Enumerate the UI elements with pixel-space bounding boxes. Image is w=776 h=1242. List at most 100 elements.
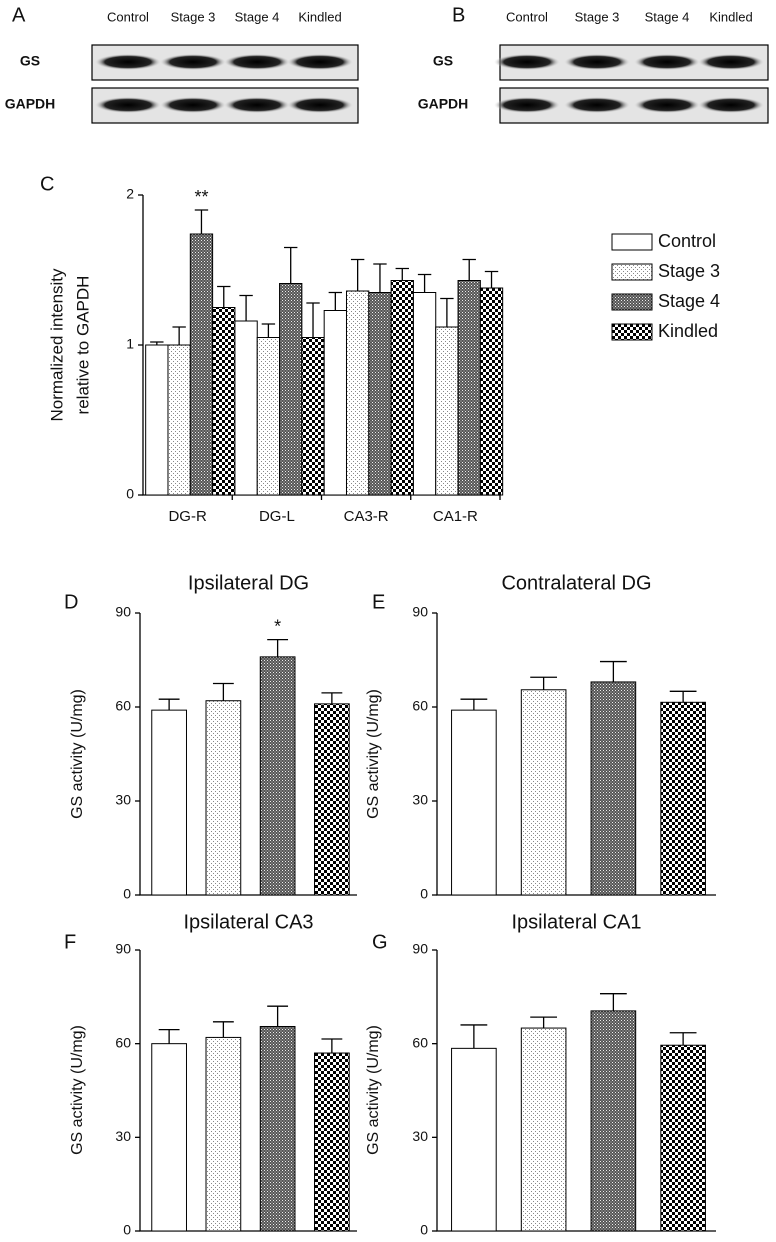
y-tick-label: 30 — [115, 792, 131, 808]
lane-label: Kindled — [298, 9, 341, 24]
error-bar — [267, 1005, 289, 1027]
legend-swatch — [611, 263, 653, 281]
y-tick-label: 90 — [115, 941, 131, 957]
significance-label: * — [274, 616, 281, 636]
bar — [660, 1044, 706, 1232]
lane-label: Stage 3 — [171, 9, 216, 24]
error-bar — [484, 270, 499, 288]
panel-letter: G — [372, 931, 388, 953]
error-bar — [261, 323, 276, 338]
bar — [520, 689, 567, 896]
bar — [412, 292, 437, 496]
error-bar — [306, 302, 320, 338]
y-tick-label: 30 — [115, 1128, 131, 1144]
error-bar — [158, 1028, 180, 1044]
blot-band — [224, 54, 290, 70]
y-tick-label: 90 — [412, 604, 428, 620]
bar — [259, 1025, 296, 1232]
bar — [660, 701, 706, 896]
x-tick-label: CA1-R — [433, 508, 478, 525]
bar — [234, 320, 258, 496]
blot-band — [494, 54, 560, 70]
bar — [167, 344, 191, 496]
bar — [189, 233, 214, 496]
blot-band — [287, 97, 353, 113]
x-tick-label: CA3-R — [344, 508, 389, 525]
y-tick-label: 0 — [123, 886, 131, 902]
error-bar — [599, 660, 627, 682]
bar — [323, 310, 347, 496]
lane-label: Stage 3 — [575, 9, 620, 24]
bar — [590, 681, 637, 896]
bar — [145, 344, 169, 496]
error-bar — [669, 690, 697, 703]
panel-letter: D — [64, 591, 78, 613]
bar — [435, 326, 459, 496]
error-bar — [350, 258, 365, 291]
blot-band — [564, 54, 630, 70]
lane-label: Kindled — [709, 9, 752, 24]
error-bar — [462, 258, 476, 281]
bar — [390, 280, 414, 496]
error-bar — [417, 273, 432, 293]
bar — [259, 656, 296, 896]
lane-label: Control — [107, 9, 149, 24]
row-label: GAPDH — [5, 96, 56, 112]
bar — [314, 703, 350, 896]
error-bar — [440, 297, 454, 327]
chart-title: Ipsilateral DG — [188, 572, 309, 594]
panel-letter: A — [12, 4, 26, 26]
error-bar — [460, 698, 488, 711]
y-tick-label: 0 — [420, 1222, 428, 1238]
legend-label: Stage 3 — [658, 261, 720, 281]
error-bar — [328, 291, 343, 311]
y-tick-label: 0 — [420, 886, 428, 902]
lane-label: Control — [506, 9, 548, 24]
blot-band — [160, 97, 226, 113]
y-tick-label: 90 — [115, 604, 131, 620]
error-bar — [599, 993, 627, 1011]
panel-letter: C — [40, 173, 54, 195]
bar — [479, 287, 504, 496]
error-bar — [194, 209, 209, 234]
chart-title: Ipsilateral CA1 — [511, 911, 641, 933]
error-bar — [321, 692, 343, 704]
error-bar — [460, 1024, 488, 1049]
error-bar — [395, 267, 409, 281]
bar — [451, 1047, 497, 1232]
error-bar — [669, 1032, 697, 1046]
y-tick-label: 0 — [126, 486, 134, 502]
error-bar — [150, 341, 164, 345]
x-tick-label: DG-L — [259, 508, 295, 525]
panel-letter: F — [64, 931, 76, 953]
row-label: GS — [433, 53, 453, 69]
error-bar — [373, 263, 387, 293]
bar — [590, 1010, 637, 1232]
error-bar — [212, 1021, 234, 1038]
bar — [314, 1052, 350, 1232]
blot-band — [95, 54, 161, 70]
blot-band — [224, 97, 290, 113]
blot-band — [634, 54, 700, 70]
error-bar — [212, 682, 234, 701]
legend-swatch — [611, 293, 653, 311]
y-axis-label: Normalized intensity — [47, 268, 66, 422]
y-tick-label: 60 — [412, 698, 428, 714]
error-bar — [284, 246, 298, 284]
blot-band — [564, 97, 630, 113]
chart-title: Ipsilateral CA3 — [183, 911, 313, 933]
legend-label: Control — [658, 231, 716, 251]
error-bar — [217, 285, 231, 308]
y-axis-label: GS activity (U/mg) — [69, 689, 86, 819]
bar — [212, 307, 236, 496]
y-tick-label: 2 — [126, 186, 134, 202]
error-bar — [321, 1038, 343, 1054]
y-tick-label: 30 — [412, 792, 428, 808]
blot-band — [698, 54, 764, 70]
row-label: GAPDH — [418, 96, 469, 112]
legend-label: Stage 4 — [658, 291, 720, 311]
blot-band — [634, 97, 700, 113]
y-tick-label: 30 — [412, 1128, 428, 1144]
y-axis-label: GS activity (U/mg) — [365, 689, 382, 819]
